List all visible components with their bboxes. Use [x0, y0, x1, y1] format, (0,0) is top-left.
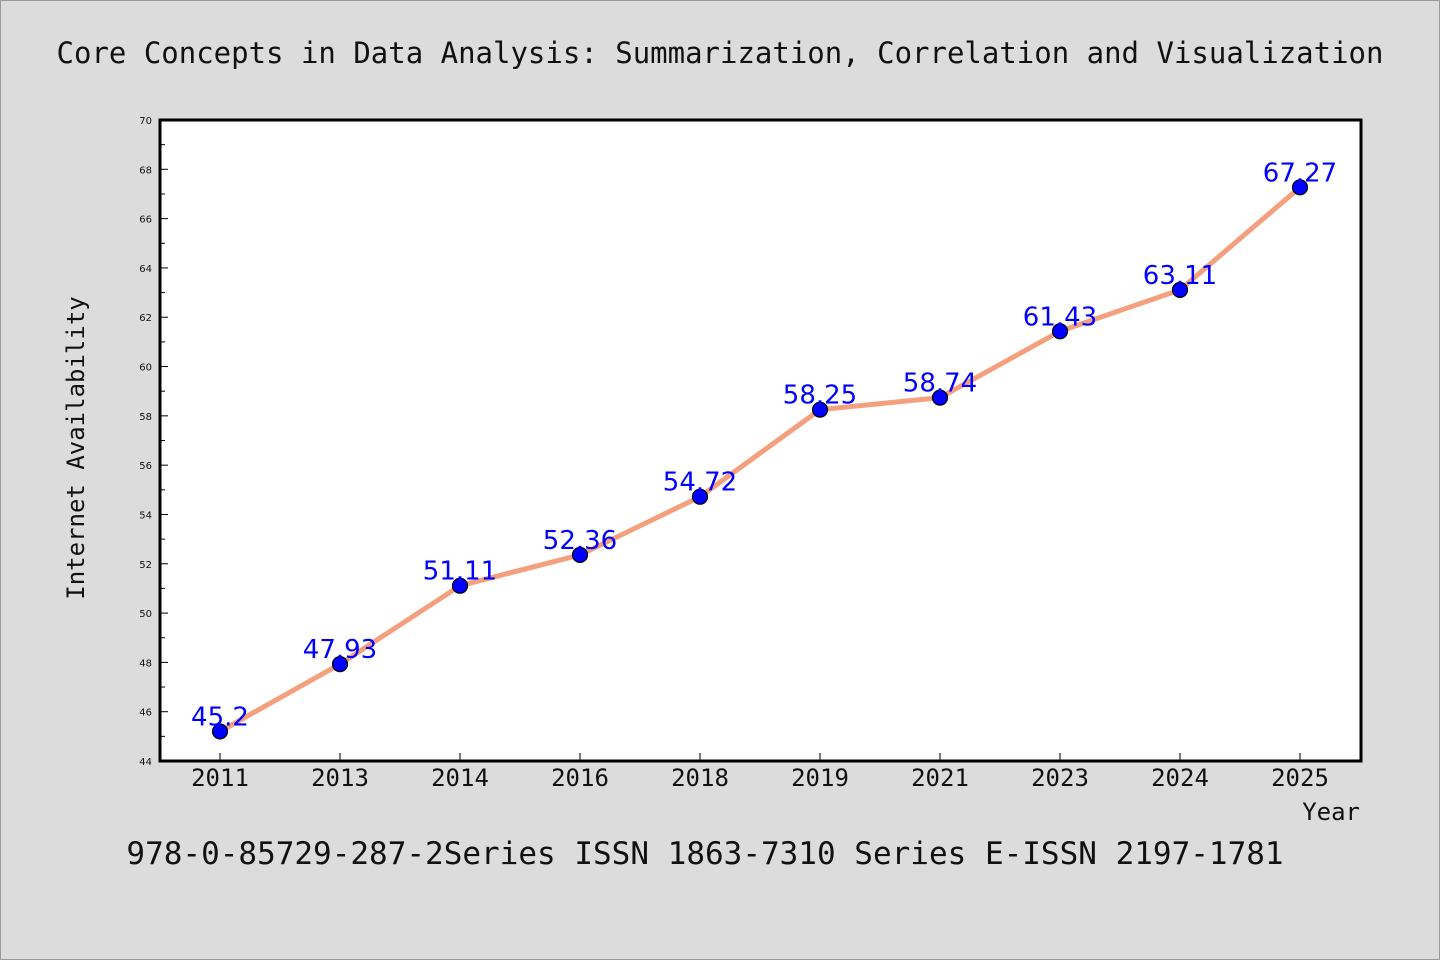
x-tick-label: 2014	[431, 764, 489, 792]
data-label: 58.25	[783, 381, 857, 411]
x-tick-label: 2024	[1151, 764, 1209, 792]
y-tick-label: 62	[139, 313, 152, 324]
y-tick-label: 70	[139, 116, 152, 127]
data-label: 51.11	[423, 557, 497, 587]
data-point	[211, 723, 229, 740]
isbn-issn-footer: 978-0-85729-287-2Series ISSN 1863-7310 S…	[126, 836, 1283, 872]
x-tick-label: 2011	[191, 764, 249, 792]
data-label: 58.74	[903, 369, 977, 399]
plot-area	[158, 118, 1363, 763]
y-tick-label: 48	[139, 658, 152, 669]
y-tick-label: 66	[139, 215, 152, 226]
data-label: 52.36	[543, 526, 617, 556]
x-tick-label: 2016	[551, 764, 609, 792]
data-point	[811, 401, 829, 418]
x-tick-label: 2019	[791, 764, 849, 792]
series-line	[218, 185, 1302, 734]
data-point	[1051, 323, 1069, 340]
data-labels: 45.2 47.93 51.11 52.36 54.72 58.25 58.74 61.43 6…	[191, 158, 1337, 732]
chart-title: Core Concepts in Data Analysis: Summariz…	[57, 36, 1384, 70]
y-tick-label: 56	[139, 461, 152, 472]
y-tick-label: 54	[139, 510, 152, 521]
x-tick-label: 2025	[1271, 764, 1329, 792]
data-point	[691, 488, 709, 505]
x-tick-label: 2021	[911, 764, 969, 792]
y-tick-label: 58	[139, 412, 152, 423]
data-point	[1291, 179, 1309, 196]
y-tick-label: 50	[139, 609, 152, 620]
x-tick-label: 2023	[1031, 764, 1089, 792]
data-point	[1171, 281, 1189, 298]
y-axis-label: Internet Availability	[62, 296, 90, 599]
data-label: 47.93	[303, 635, 377, 665]
x-axis: 2011 2013 2014 2016 2018 2019 2021 2023 2024 2025	[191, 753, 1329, 792]
x-tick-label: 2018	[671, 764, 729, 792]
y-tick-label: 52	[139, 560, 152, 571]
y-tick-label: 64	[139, 264, 152, 275]
x-tick-label: 2013	[311, 764, 369, 792]
data-label: 63.11	[1143, 261, 1217, 291]
y-axis: 44 46 48 50 52 54 56 58 60 62 64 66 68 70	[139, 116, 168, 768]
y-tick-label: 46	[139, 708, 152, 719]
data-label: 45.2	[191, 702, 249, 732]
data-label: 54.72	[663, 468, 737, 498]
data-label: 61.43	[1023, 302, 1097, 332]
data-point	[571, 546, 589, 563]
data-point	[331, 656, 349, 673]
y-tick-label: 68	[139, 165, 152, 176]
data-point	[931, 389, 949, 406]
data-point	[451, 577, 469, 594]
x-axis-label: Year	[1302, 798, 1360, 826]
data-label: 67.27	[1263, 158, 1337, 188]
y-tick-label: 44	[139, 757, 152, 768]
data-points	[211, 179, 1309, 740]
y-tick-label: 60	[139, 363, 152, 374]
